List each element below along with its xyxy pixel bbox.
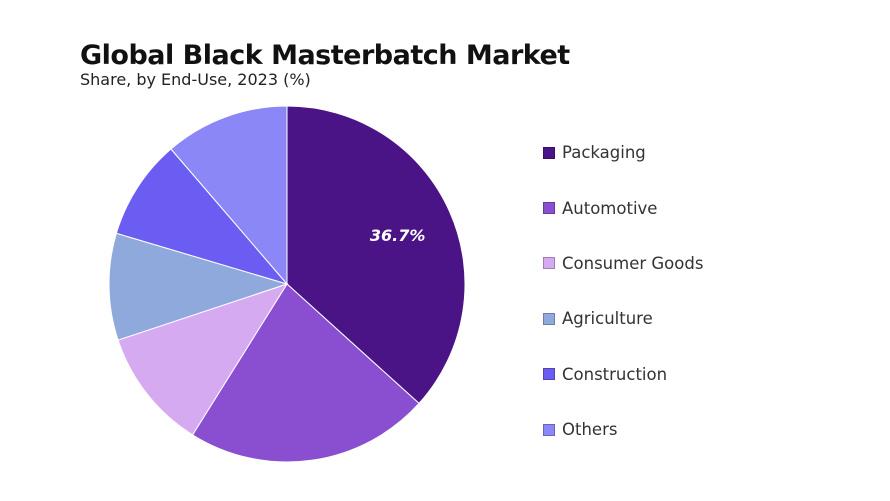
legend-label: Consumer Goods	[562, 253, 704, 273]
legend-swatch	[543, 423, 555, 436]
legend-item: Agriculture	[543, 291, 703, 346]
legend-swatch	[543, 202, 555, 215]
legend-label: Construction	[562, 364, 668, 384]
legend-swatch	[543, 368, 555, 381]
chart-subtitle: Share, by End-Use, 2023 (%)	[80, 70, 311, 89]
legend-label: Packaging	[562, 143, 646, 163]
legend-item: Consumer Goods	[543, 236, 703, 291]
legend-swatch	[543, 146, 555, 159]
pie-slice-automotive	[191, 283, 420, 463]
legend-label: Others	[562, 420, 618, 440]
pie-slice-others	[170, 105, 288, 286]
data-label: 36.7%	[370, 226, 426, 245]
legend: Packaging Automotive Consumer Goods Agricul…	[543, 125, 703, 457]
legend-item: Construction	[543, 347, 703, 402]
legend-item: Packaging	[543, 125, 703, 180]
pie-slice-packaging	[286, 105, 466, 405]
pie-slice-agriculture	[108, 232, 289, 341]
legend-label: Agriculture	[562, 309, 653, 329]
legend-item: Automotive	[543, 180, 703, 235]
pie-slice-construction	[115, 148, 289, 285]
legend-label: Automotive	[562, 198, 658, 218]
pie-slice-consumer-goods	[117, 283, 289, 436]
chart-title: Global Black Masterbatch Market	[80, 40, 570, 71]
legend-item: Others	[543, 402, 703, 457]
legend-swatch	[543, 257, 555, 270]
legend-swatch	[543, 312, 555, 325]
